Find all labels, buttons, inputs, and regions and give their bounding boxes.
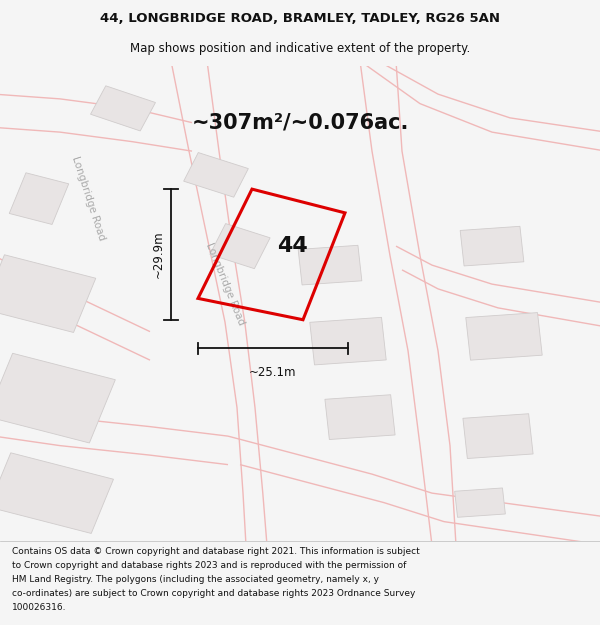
- Text: ~29.9m: ~29.9m: [151, 231, 164, 278]
- Bar: [9, 173, 69, 224]
- Bar: [463, 414, 533, 459]
- Bar: [455, 488, 505, 518]
- Bar: [0, 353, 115, 443]
- Text: ~25.1m: ~25.1m: [249, 366, 297, 379]
- Text: 44, LONGBRIDGE ROAD, BRAMLEY, TADLEY, RG26 5AN: 44, LONGBRIDGE ROAD, BRAMLEY, TADLEY, RG…: [100, 12, 500, 25]
- Text: ~307m²/~0.076ac.: ~307m²/~0.076ac.: [191, 112, 409, 132]
- Bar: [184, 152, 248, 198]
- Text: Contains OS data © Crown copyright and database right 2021. This information is : Contains OS data © Crown copyright and d…: [12, 548, 420, 556]
- Text: Longbridge Road: Longbridge Road: [70, 155, 107, 242]
- Text: Longbridge Road: Longbridge Road: [204, 241, 246, 327]
- Text: to Crown copyright and database rights 2023 and is reproduced with the permissio: to Crown copyright and database rights 2…: [12, 561, 406, 570]
- Text: Map shows position and indicative extent of the property.: Map shows position and indicative extent…: [130, 42, 470, 55]
- Bar: [298, 245, 362, 285]
- Text: co-ordinates) are subject to Crown copyright and database rights 2023 Ordnance S: co-ordinates) are subject to Crown copyr…: [12, 589, 415, 598]
- Bar: [91, 86, 155, 131]
- Bar: [325, 395, 395, 439]
- Bar: [310, 318, 386, 365]
- Text: HM Land Registry. The polygons (including the associated geometry, namely x, y: HM Land Registry. The polygons (includin…: [12, 575, 379, 584]
- Bar: [466, 312, 542, 360]
- Bar: [0, 255, 96, 332]
- Bar: [460, 226, 524, 266]
- Bar: [210, 224, 270, 269]
- Bar: [0, 452, 113, 534]
- Text: 44: 44: [277, 236, 308, 256]
- Text: 100026316.: 100026316.: [12, 603, 67, 612]
